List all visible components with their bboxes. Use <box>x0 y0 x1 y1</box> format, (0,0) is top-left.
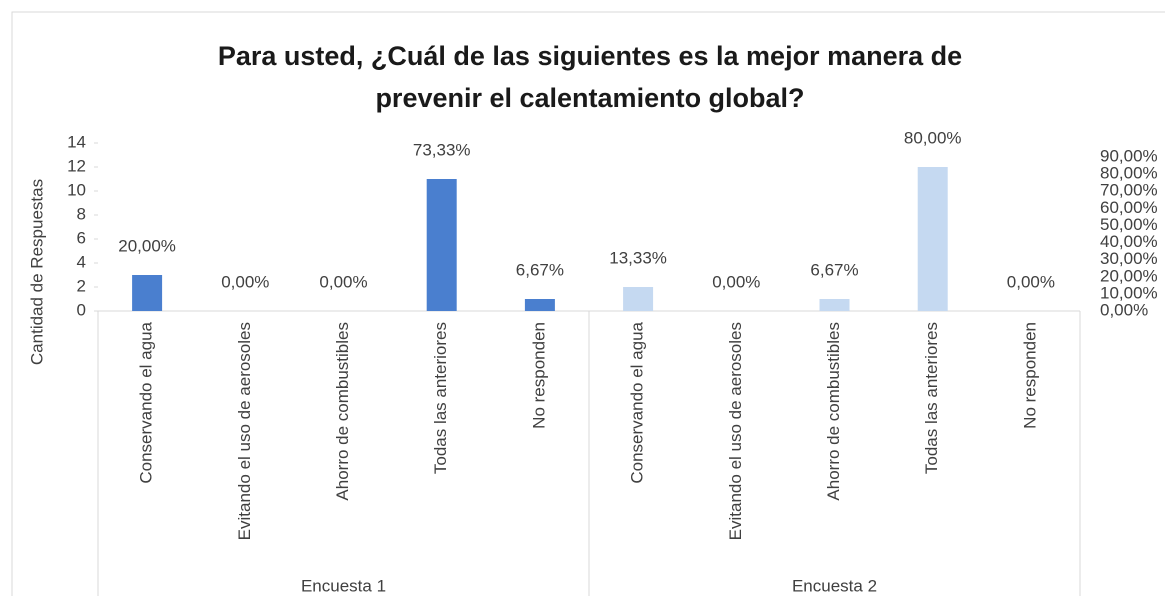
data-label: 6,67% <box>516 260 564 279</box>
x-tick-label: Ahorro de combustibles <box>824 322 843 501</box>
y2-tick-label: 60,00% <box>1100 198 1158 217</box>
x-tick-label: Ahorro de combustibles <box>333 322 352 501</box>
data-label: 0,00% <box>221 272 269 291</box>
x-tick-label: Conservando el agua <box>137 321 156 483</box>
y-tick-label: 4 <box>77 252 86 271</box>
y2-tick-label: 20,00% <box>1100 266 1158 285</box>
bar <box>426 179 457 311</box>
data-label: 6,67% <box>810 260 858 279</box>
data-label: 80,00% <box>904 128 962 147</box>
chart-title: prevenir el calentamiento global? <box>375 83 804 113</box>
data-label: 73,33% <box>413 140 471 159</box>
group-label: Encuesta 1 <box>301 576 386 595</box>
data-label: 0,00% <box>1007 272 1055 291</box>
y-tick-label: 2 <box>77 276 86 295</box>
x-tick-label: No responden <box>1020 322 1039 429</box>
y-tick-label: 0 <box>77 300 86 319</box>
y-tick-label: 14 <box>67 132 86 151</box>
y2-tick-label: 80,00% <box>1100 164 1158 183</box>
bar <box>917 167 948 311</box>
y2-tick-label: 30,00% <box>1100 249 1158 268</box>
data-label: 13,33% <box>609 248 667 267</box>
chart-title: Para usted, ¿Cuál de las siguientes es l… <box>218 41 962 71</box>
chart-border <box>11 11 1165 601</box>
y-axis-label: Cantidad de Respuestas <box>27 179 46 365</box>
x-tick-label: Evitando el uso de aerosoles <box>726 322 745 540</box>
y2-tick-label: 40,00% <box>1100 232 1158 251</box>
y2-tick-label: 10,00% <box>1100 283 1158 302</box>
x-tick-label: Evitando el uso de aerosoles <box>235 322 254 540</box>
y-tick-label: 8 <box>77 204 86 223</box>
bar <box>623 287 654 311</box>
bar <box>524 299 555 311</box>
bar <box>132 275 163 311</box>
data-label: 0,00% <box>319 272 367 291</box>
y2-tick-label: 90,00% <box>1100 146 1158 165</box>
x-tick-label: Todas las anteriores <box>922 322 941 474</box>
y-tick-label: 10 <box>67 180 86 199</box>
data-label: 20,00% <box>118 236 176 255</box>
x-tick-label: Conservando el agua <box>628 321 647 483</box>
y-tick-label: 6 <box>77 228 86 247</box>
y2-tick-label: 0,00% <box>1100 300 1148 319</box>
bar <box>819 299 850 311</box>
y2-tick-label: 70,00% <box>1100 181 1158 200</box>
y2-tick-label: 50,00% <box>1100 215 1158 234</box>
group-label: Encuesta 2 <box>792 576 877 595</box>
y-tick-label: 12 <box>67 156 86 175</box>
x-tick-label: No responden <box>529 322 548 429</box>
x-tick-label: Todas las anteriores <box>431 322 450 474</box>
data-label: 0,00% <box>712 272 760 291</box>
